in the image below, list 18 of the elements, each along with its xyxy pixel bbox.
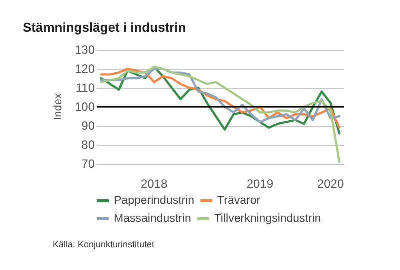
y-tick-label: 90	[82, 119, 96, 133]
legend-label: Tillverkningsindustrin	[214, 213, 322, 225]
legend-label: Massaindustrin	[114, 213, 192, 225]
y-tick-label: 70	[82, 157, 96, 171]
y-tick-label: 100	[74, 100, 96, 114]
chart-title: Stämningsläget i industrin	[23, 20, 186, 35]
legend-label: Papperindustrin	[114, 195, 195, 207]
y-tick-label: 130	[74, 43, 96, 57]
x-tick-label: 2019	[246, 177, 274, 191]
x-tick-label: 2020	[317, 177, 344, 191]
line-series	[100, 66, 341, 164]
x-tick-label: 2018	[140, 177, 168, 191]
legend-label: Trävaror	[218, 195, 261, 207]
y-axis-title: Index	[52, 93, 65, 120]
y-tick-label: 120	[74, 62, 96, 76]
y-tick-label: 110	[76, 81, 96, 95]
y-tick-label: 80	[82, 138, 96, 152]
text: Källa: Konjunkturinstitutet	[53, 240, 156, 250]
